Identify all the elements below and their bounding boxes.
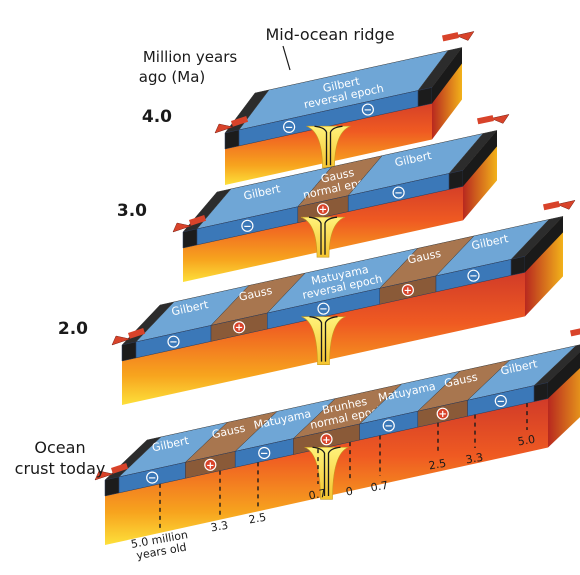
spreading-arrow-left xyxy=(111,335,131,346)
crust-edge-left-front xyxy=(224,129,240,150)
age-tick-label: 3.3 xyxy=(465,451,484,467)
polarity-sign: + xyxy=(319,205,327,216)
crust-side-edge xyxy=(463,130,497,187)
crust-today-label: crust today xyxy=(15,459,106,478)
spreading-arrow-left-shaft xyxy=(111,463,129,474)
polarity-sign: − xyxy=(385,421,393,432)
crust-edge-left-front xyxy=(121,341,137,362)
flow-line xyxy=(312,446,326,497)
flow-line xyxy=(314,125,328,166)
polarity-sign: − xyxy=(243,221,251,232)
crust-edge-left-front xyxy=(182,228,198,249)
flow-line xyxy=(308,216,322,255)
ridge-title: Mid-ocean ridge xyxy=(265,25,394,44)
crust-side-edge xyxy=(432,47,462,104)
age-tick-label: 2.5 xyxy=(428,457,447,473)
axis-label-bottom: ago (Ma) xyxy=(139,68,206,86)
age-label: 3.0 xyxy=(117,201,147,221)
age-label: 2.0 xyxy=(58,319,88,339)
spreading-arrow-right-shaft xyxy=(569,327,580,337)
reversed-polarity-symbol xyxy=(467,269,480,282)
reversed-polarity-symbol xyxy=(241,219,254,232)
age-tick-label: 0 xyxy=(345,485,354,499)
reversed-polarity-symbol xyxy=(283,120,296,133)
polarity-sign: + xyxy=(439,409,447,420)
normal-polarity-symbol xyxy=(436,407,449,420)
normal-polarity-symbol xyxy=(401,284,414,297)
crust-edge-right-front xyxy=(533,382,549,402)
reversed-polarity-symbol xyxy=(382,419,395,432)
spreading-arrow-right-shaft xyxy=(477,115,494,125)
normal-polarity-symbol xyxy=(204,458,217,471)
normal-polarity-symbol xyxy=(316,203,330,216)
polarity-sign: − xyxy=(394,188,402,199)
flow-line xyxy=(324,316,338,362)
spreading-arrow-right xyxy=(490,114,510,124)
spreading-arrow-left xyxy=(94,470,114,481)
reversed-polarity-symbol xyxy=(317,302,330,315)
spreading-arrow-left-shaft xyxy=(189,215,207,226)
crust-edge-right-front xyxy=(417,87,433,107)
age-tick-label: 3.3 xyxy=(210,519,229,535)
spreading-arrow-right-shaft xyxy=(442,32,459,42)
spreading-arrow-left-shaft xyxy=(231,116,249,127)
polarity-sign: + xyxy=(322,435,330,446)
polarity-sign: + xyxy=(206,460,214,471)
polarity-sign: − xyxy=(497,396,505,407)
polarity-sign: − xyxy=(319,304,327,315)
reversed-polarity-symbol xyxy=(361,103,374,116)
spreading-arrow-right xyxy=(556,199,576,210)
ocean-label: Ocean xyxy=(34,438,85,457)
crust-side-edge xyxy=(548,352,580,399)
spreading-arrow-right xyxy=(455,31,475,41)
slab-2-0-ma: −Gilbert+Gauss−Matuyamareversal epoch +Ga… xyxy=(58,199,576,405)
reversed-polarity-symbol xyxy=(258,446,271,460)
magma-upwelling xyxy=(301,316,346,365)
spreading-arrow-left xyxy=(214,123,234,134)
age-tick-label: 0.7 xyxy=(370,479,389,495)
age-label: 4.0 xyxy=(142,107,172,127)
crust-side-edge xyxy=(525,216,563,273)
normal-polarity-symbol xyxy=(320,433,333,446)
spreading-arrow-right-shaft xyxy=(542,201,560,211)
reversed-polarity-symbol xyxy=(392,186,405,199)
polarity-sign: + xyxy=(235,323,243,334)
polarity-sign: − xyxy=(169,337,177,348)
flow-line xyxy=(309,316,323,362)
age-tick-label: 5.0 xyxy=(517,433,536,449)
magma-upwelling xyxy=(304,446,349,500)
magma-upwelling xyxy=(300,216,346,258)
polarity-sign: − xyxy=(148,473,156,484)
flow-line xyxy=(327,446,341,497)
polarity-sign: − xyxy=(364,105,372,116)
crust-edge-right-front xyxy=(448,170,464,190)
polarity-sign: − xyxy=(260,448,268,459)
polarity-sign: − xyxy=(285,122,293,133)
reversed-polarity-symbol xyxy=(494,394,507,408)
spreading-arrow-left xyxy=(172,222,192,233)
polarity-sign: − xyxy=(469,271,477,282)
flow-line xyxy=(324,216,338,255)
reversed-polarity-symbol xyxy=(167,335,180,348)
ridge-pointer-line xyxy=(282,45,291,71)
crust-edge-right-front xyxy=(510,256,526,276)
flow-line xyxy=(329,125,343,166)
axis-label-top: Million years xyxy=(143,48,238,66)
crust-edge-left-front xyxy=(104,476,120,497)
age-tick-label: 0.7 xyxy=(308,487,327,503)
spreading-arrow-left-shaft xyxy=(127,328,146,339)
age-tick-label: 2.5 xyxy=(248,511,267,527)
normal-polarity-symbol xyxy=(233,321,246,334)
stripe-gilbert-front xyxy=(238,90,419,147)
reversed-polarity-symbol xyxy=(146,471,159,484)
slab-today: −Gilbert+Gauss−Matuyama+Brunhesnormal ep… xyxy=(94,327,580,545)
polarity-sign: + xyxy=(404,286,412,297)
